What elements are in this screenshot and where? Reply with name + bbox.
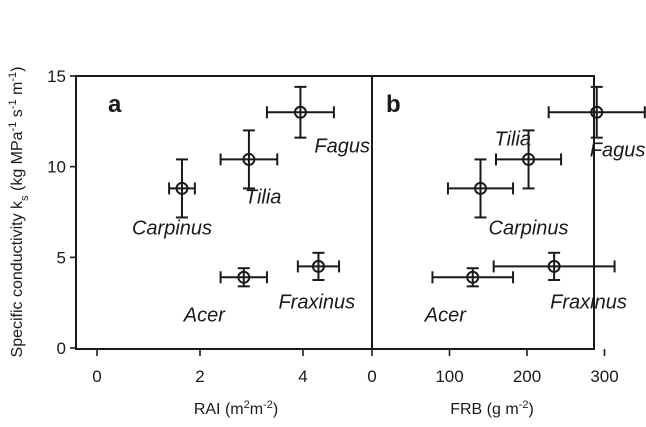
y-tick-label: 5	[57, 248, 66, 267]
y-tick-label: 10	[47, 158, 66, 177]
species-label: Carpinus	[132, 217, 212, 239]
x-tick-label: 300	[590, 367, 618, 386]
data-point	[474, 181, 487, 195]
x-tick-label: 100	[435, 367, 463, 386]
data-point	[175, 181, 189, 195]
data-point	[522, 152, 536, 166]
x-axis-title-b: FRB (g m-2)	[450, 399, 534, 418]
data-point	[293, 105, 307, 119]
panel-b-frame	[371, 75, 595, 350]
y-axis-title: Specific conductivity ks (kg MPa-1 s-1 m…	[7, 67, 31, 358]
species-label: Fraxinus	[550, 291, 627, 313]
species-label: Fraxinus	[278, 291, 355, 313]
data-point	[242, 152, 256, 166]
chart-marks: 0 5 10 15 0 2 4 Fagus Tilia Carpinus Acer Fraxinus 0…	[47, 67, 646, 386]
data-point	[311, 259, 325, 273]
species-label: Acer	[424, 304, 467, 326]
data-point	[590, 105, 604, 119]
species-label: Carpinus	[489, 217, 569, 239]
x-tick-label: 2	[195, 367, 204, 386]
data-point	[237, 270, 251, 284]
y-tick-label: 0	[57, 339, 66, 358]
x-tick-label: 4	[298, 367, 307, 386]
species-label: Fagus	[314, 135, 370, 157]
y-tick-label: 15	[47, 67, 66, 86]
data-point	[466, 270, 480, 284]
species-label: Acer	[183, 304, 226, 326]
data-point	[547, 259, 561, 273]
x-tick-label: 200	[513, 367, 541, 386]
x-tick-label: 0	[92, 367, 101, 386]
species-label: Fagus	[590, 139, 646, 161]
x-tick-label: 0	[367, 367, 376, 386]
species-label: Tilia	[495, 128, 532, 150]
x-axis-title-a: RAI (m2m-2)	[194, 399, 278, 418]
species-label: Tilia	[245, 186, 281, 208]
panel-b-label: b	[386, 91, 401, 118]
panel-a-label: a	[108, 91, 122, 118]
